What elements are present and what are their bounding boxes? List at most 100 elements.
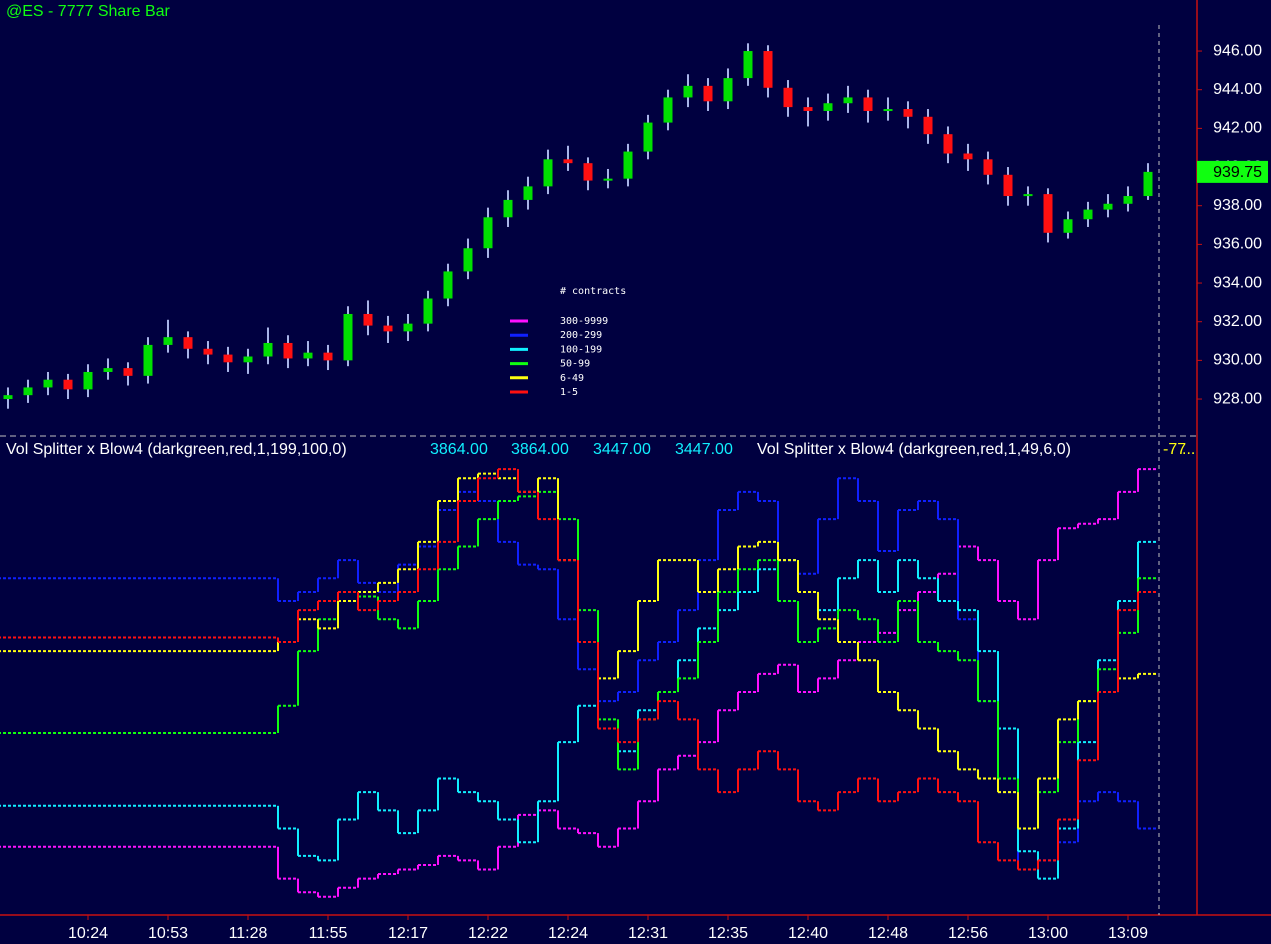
- candle-body: [43, 379, 53, 388]
- candle-body: [223, 354, 233, 363]
- candle-body: [543, 159, 553, 187]
- candle-body: [983, 159, 993, 175]
- legend-label: 1-5: [560, 387, 578, 398]
- candle-body: [483, 217, 493, 249]
- candle-body: [183, 337, 193, 349]
- candle-body: [963, 153, 973, 160]
- candle-body: [243, 356, 253, 363]
- candle-body: [883, 109, 893, 112]
- candle-body: [23, 387, 33, 396]
- x-tick-label: 13:00: [1028, 925, 1068, 942]
- y-tick-label: 942.00: [1213, 120, 1262, 137]
- x-tick-label: 10:24: [68, 925, 108, 942]
- last-price-box: [1197, 160, 1268, 183]
- indicator-label: -77: [1163, 441, 1186, 458]
- candle-body: [823, 103, 833, 111]
- candle-body: [303, 352, 313, 359]
- candle-body: [743, 51, 753, 79]
- candle-body: [1083, 209, 1093, 220]
- x-tick-label: 12:17: [388, 925, 428, 942]
- candle-body: [123, 368, 133, 376]
- legend-label: 300-9999: [560, 316, 608, 327]
- chart-title: @ES - 7777 Share Bar: [6, 3, 171, 20]
- x-tick-label: 11:55: [309, 925, 348, 942]
- candle-body: [803, 107, 813, 111]
- candle-body: [563, 159, 573, 164]
- candle-body: [583, 163, 593, 181]
- candle-body: [163, 337, 173, 345]
- x-tick-label: 12:56: [948, 925, 988, 942]
- y-tick-label: 934.00: [1213, 274, 1262, 291]
- x-tick-label: 12:40: [788, 925, 828, 942]
- candle-body: [703, 85, 713, 102]
- x-tick-label: 12:31: [628, 925, 668, 942]
- candle-body: [683, 85, 693, 98]
- indicator-label: 3864.00: [511, 441, 569, 458]
- candle-body: [523, 186, 533, 200]
- indicator-label: Vol Splitter x Blow4 (darkgreen,red,1,49…: [757, 441, 1071, 458]
- last-price-label: 939.75: [1213, 164, 1262, 181]
- candle-body: [263, 342, 273, 357]
- x-tick-label: 12:48: [868, 925, 908, 942]
- candle-body: [763, 51, 773, 88]
- legend-label: 100-199: [560, 344, 602, 355]
- legend-label: 200-299: [560, 330, 602, 341]
- candle-body: [1143, 171, 1153, 197]
- candle-body: [1003, 174, 1013, 197]
- candle-body: [203, 348, 213, 355]
- candle-body: [863, 97, 873, 111]
- candle-body: [343, 313, 353, 361]
- x-tick-label: 12:24: [548, 925, 588, 942]
- y-tick-label: 938.00: [1213, 197, 1262, 214]
- candle-body: [923, 116, 933, 135]
- candle-body: [1043, 194, 1053, 233]
- candle-body: [723, 78, 733, 102]
- candle-body: [903, 109, 913, 117]
- candle-body: [443, 271, 453, 299]
- x-tick-label: 12:35: [708, 925, 748, 942]
- y-tick-label: 946.00: [1213, 42, 1262, 59]
- y-tick-label: 928.00: [1213, 390, 1262, 407]
- candle-body: [3, 395, 13, 400]
- x-tick-label: 10:53: [148, 925, 188, 942]
- candle-body: [663, 97, 673, 123]
- candle-body: [83, 371, 93, 390]
- candle-body: [463, 248, 473, 272]
- indicator-label: 3447.00: [593, 441, 651, 458]
- indicator-label: 3447.00: [675, 441, 733, 458]
- indicator-label: ...: [1182, 441, 1195, 458]
- y-tick-label: 944.00: [1213, 81, 1262, 98]
- candle-body: [1023, 194, 1033, 197]
- candle-body: [643, 122, 653, 152]
- y-tick-label: 930.00: [1213, 352, 1262, 369]
- candle-body: [403, 323, 413, 332]
- x-tick-label: 13:09: [1108, 925, 1148, 942]
- candle-body: [283, 342, 293, 359]
- legend-label: 6-49: [560, 373, 584, 384]
- indicator-label: Vol Splitter x Blow4 (darkgreen,red,1,19…: [6, 441, 347, 458]
- candle-body: [363, 313, 373, 326]
- candle-body: [63, 379, 73, 390]
- candle-body: [843, 97, 853, 104]
- x-tick-label: 11:28: [229, 925, 268, 942]
- candle-body: [103, 368, 113, 372]
- y-tick-label: 932.00: [1213, 313, 1262, 330]
- candle-body: [503, 199, 513, 218]
- indicator-label: 3864.00: [430, 441, 488, 458]
- y-tick-label: 936.00: [1213, 236, 1262, 253]
- candle-body: [1063, 219, 1073, 233]
- candle-body: [783, 87, 793, 108]
- candle-body: [323, 352, 333, 361]
- candle-body: [143, 344, 153, 376]
- candle-body: [943, 134, 953, 154]
- candle-body: [1103, 203, 1113, 210]
- candle-body: [1123, 196, 1133, 204]
- candle-body: [623, 151, 633, 179]
- legend-label: 50-99: [560, 359, 590, 370]
- candle-body: [603, 178, 613, 181]
- legend-title: # contracts: [560, 286, 626, 297]
- x-tick-label: 12:22: [468, 925, 508, 942]
